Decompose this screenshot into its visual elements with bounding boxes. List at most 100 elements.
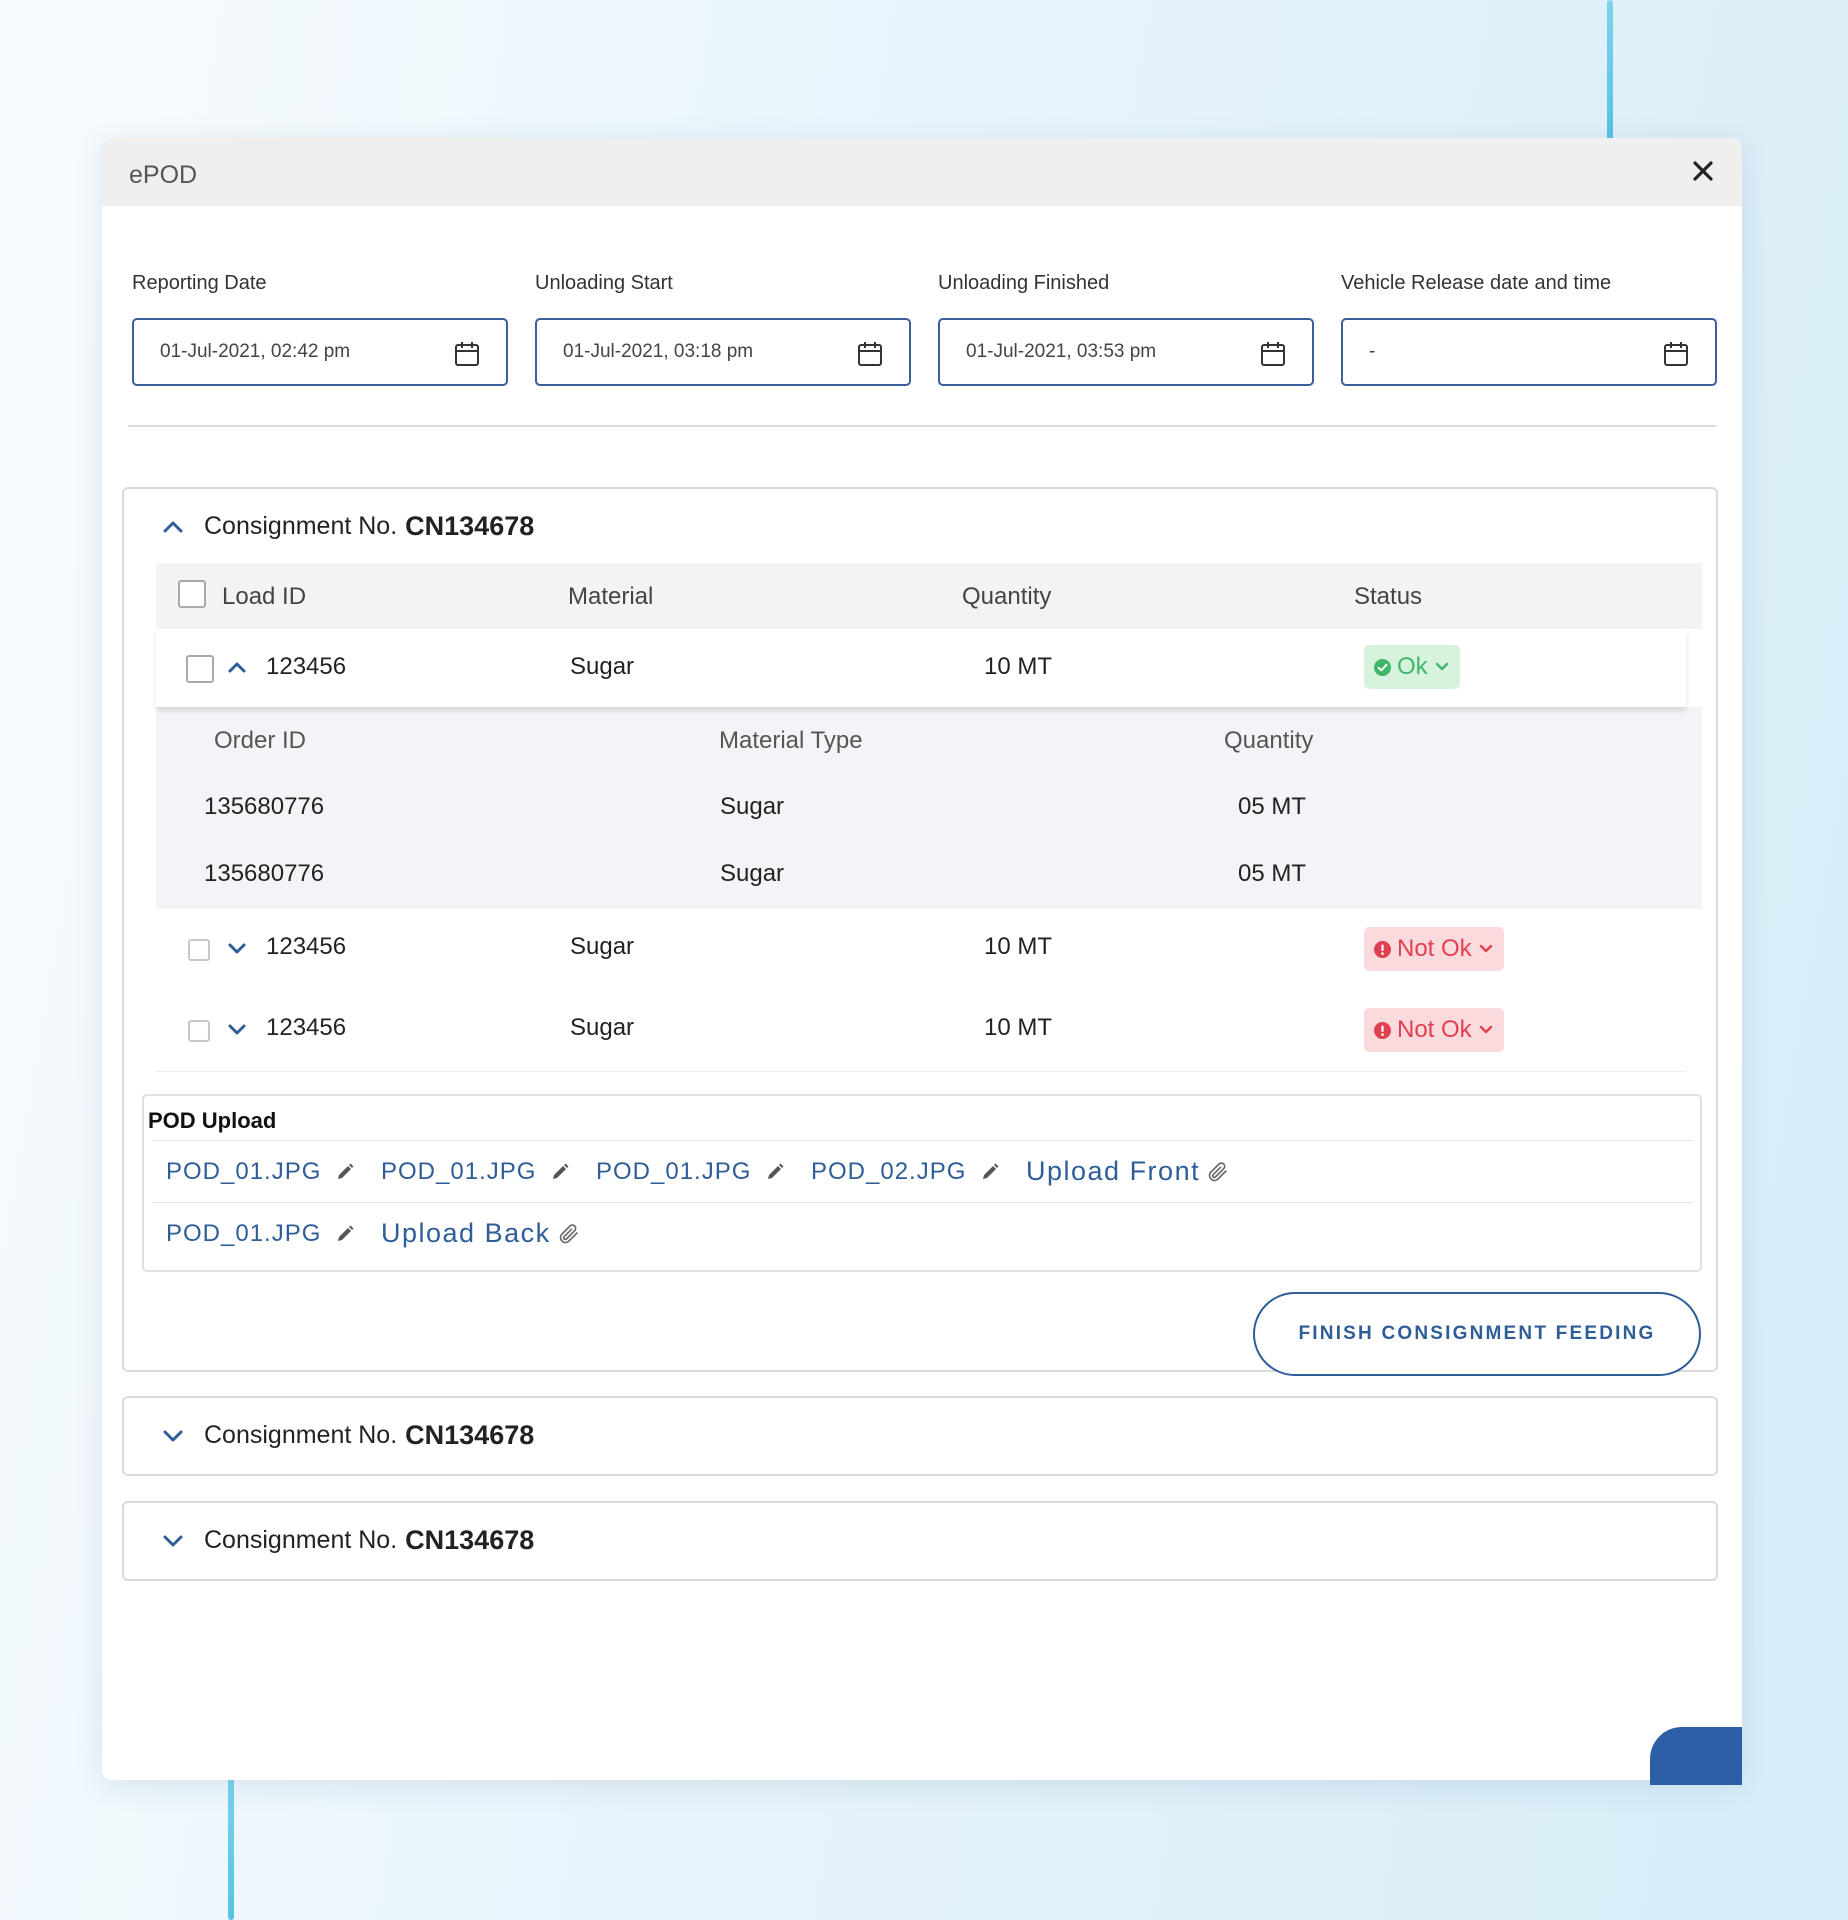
file-name: POD_02.JPG	[811, 1158, 967, 1185]
status-badge-not-ok[interactable]: Not Ok	[1364, 1008, 1504, 1052]
field-value: 01-Jul-2021, 03:18 pm	[563, 341, 754, 362]
upload-back-link[interactable]: Upload Back	[381, 1218, 581, 1249]
material-type: Sugar	[720, 793, 785, 820]
status-badge-ok[interactable]: Ok	[1364, 645, 1460, 689]
load-id: 123456	[266, 933, 347, 960]
field-value: -	[1369, 341, 1376, 362]
upload-front-label: Upload Front	[1026, 1156, 1201, 1186]
pod-file-link[interactable]: POD_01.JPG	[166, 1158, 355, 1186]
pencil-icon[interactable]	[335, 1162, 355, 1182]
header-material: Material	[568, 583, 654, 610]
alert-circle-icon	[1374, 940, 1391, 958]
quantity: 10 MT	[984, 933, 1053, 960]
material-type: Sugar	[720, 860, 785, 887]
chevron-down-icon[interactable]	[226, 1022, 248, 1038]
status-text: Not Ok	[1397, 935, 1472, 962]
reporting-date-input[interactable]: 01-Jul-2021, 02:42 pm	[132, 318, 508, 386]
order-subtable: Order ID Material Type Quantity 13568077…	[156, 707, 1702, 909]
modal-title: ePOD	[129, 161, 198, 189]
consignment-number: CN134678	[405, 1420, 535, 1450]
consignment-header[interactable]: Consignment No. CN134678	[160, 1420, 534, 1451]
modal-header: ePOD	[102, 138, 1742, 206]
file-name: POD_01.JPG	[166, 1220, 322, 1247]
calendar-icon[interactable]	[1663, 340, 1689, 368]
file-name: POD_01.JPG	[596, 1158, 752, 1185]
row-checkbox[interactable]	[188, 939, 210, 961]
divider	[152, 1202, 1692, 1203]
alert-circle-icon	[1374, 1021, 1391, 1039]
chevron-up-icon[interactable]	[226, 659, 248, 675]
pencil-icon[interactable]	[550, 1162, 570, 1182]
order-quantity: 05 MT	[1238, 860, 1307, 887]
unloading-start-input[interactable]: 01-Jul-2021, 03:18 pm	[535, 318, 911, 386]
load-id: 123456	[266, 653, 347, 680]
chevron-down-icon[interactable]	[160, 1531, 186, 1551]
unloading-start-field: Unloading Start 01-Jul-2021, 03:18 pm	[535, 272, 911, 386]
field-label: Unloading Finished	[938, 272, 1110, 294]
unloading-finished-input[interactable]: 01-Jul-2021, 03:53 pm	[938, 318, 1314, 386]
consignment-number: CN134678	[405, 1525, 535, 1555]
consignment-card-expanded: Consignment No. CN134678 Load ID Materia…	[122, 487, 1718, 1376]
order-id: 135680776	[204, 793, 325, 820]
file-name: POD_01.JPG	[381, 1158, 537, 1185]
material: Sugar	[570, 1014, 635, 1041]
calendar-icon[interactable]	[857, 340, 883, 368]
pod-file-link[interactable]: POD_01.JPG	[166, 1220, 355, 1248]
select-all-checkbox[interactable]	[178, 580, 206, 608]
consignment-card-collapsed[interactable]: Consignment No. CN134678	[122, 1396, 1718, 1476]
field-label: Unloading Start	[535, 272, 673, 294]
order-quantity: 05 MT	[1238, 793, 1307, 820]
header-status: Status	[1354, 583, 1423, 610]
header-quantity: Quantity	[962, 583, 1052, 610]
material: Sugar	[570, 653, 635, 680]
chevron-down-icon	[1479, 944, 1492, 953]
pencil-icon[interactable]	[980, 1162, 1000, 1182]
pencil-icon[interactable]	[335, 1224, 355, 1244]
field-value: 01-Jul-2021, 02:42 pm	[160, 341, 351, 362]
row-checkbox[interactable]	[186, 655, 214, 683]
floating-action-button[interactable]	[1650, 1727, 1742, 1785]
chevron-down-icon[interactable]	[160, 1426, 186, 1446]
table-row: 123456 Sugar 10 MT Not Ok	[156, 909, 1686, 990]
material: Sugar	[570, 933, 635, 960]
pod-upload-section: POD Upload POD_01.JPG POD_01.JPG POD_01.…	[142, 1094, 1702, 1272]
close-icon[interactable]	[1686, 154, 1720, 188]
vehicle-release-field: Vehicle Release date and time -	[1341, 272, 1717, 386]
pod-file-link[interactable]: POD_01.JPG	[596, 1158, 785, 1186]
pod-file-link[interactable]: POD_02.JPG	[811, 1158, 1000, 1186]
header-load-id: Load ID	[222, 583, 307, 610]
upload-back-label: Upload Back	[381, 1218, 551, 1248]
row-checkbox[interactable]	[188, 1020, 210, 1042]
pod-file-link[interactable]: POD_01.JPG	[381, 1158, 570, 1186]
chevron-down-icon[interactable]	[226, 941, 248, 957]
chevron-down-icon	[1435, 662, 1448, 671]
order-id: 135680776	[204, 860, 325, 887]
table-row: 123456 Sugar 10 MT Not Ok	[156, 990, 1686, 1072]
vehicle-release-input[interactable]: -	[1341, 318, 1717, 386]
field-value: 01-Jul-2021, 03:53 pm	[966, 341, 1157, 362]
table-row: 123456 Sugar 10 MT Ok	[156, 629, 1686, 707]
quantity: 10 MT	[984, 1014, 1053, 1041]
divider	[152, 1140, 1692, 1141]
pod-upload-title: POD Upload	[148, 1108, 277, 1133]
divider	[128, 425, 1716, 427]
consignment-header[interactable]: Consignment No. CN134678	[160, 511, 534, 542]
table-header: Load ID Material Quantity Status	[156, 563, 1702, 629]
consignment-header[interactable]: Consignment No. CN134678	[160, 1525, 534, 1556]
field-label: Vehicle Release date and time	[1341, 272, 1612, 294]
chevron-down-icon	[1479, 1025, 1492, 1034]
check-circle-icon	[1374, 658, 1391, 676]
consignment-number: CN134678	[405, 511, 535, 541]
finish-consignment-button[interactable]: FINISH CONSIGNMENT FEEDING	[1253, 1292, 1701, 1376]
chevron-up-icon[interactable]	[160, 517, 186, 537]
consignment-card-collapsed[interactable]: Consignment No. CN134678	[122, 1501, 1718, 1581]
upload-front-link[interactable]: Upload Front	[1026, 1156, 1230, 1187]
subheader-order-id: Order ID	[214, 727, 307, 754]
calendar-icon[interactable]	[1260, 340, 1286, 368]
decorative-accent-line-bottom	[228, 1778, 234, 1920]
pencil-icon[interactable]	[765, 1162, 785, 1182]
calendar-icon[interactable]	[454, 340, 480, 368]
status-badge-not-ok[interactable]: Not Ok	[1364, 927, 1504, 971]
quantity: 10 MT	[984, 653, 1053, 680]
field-label: Reporting Date	[132, 272, 267, 294]
